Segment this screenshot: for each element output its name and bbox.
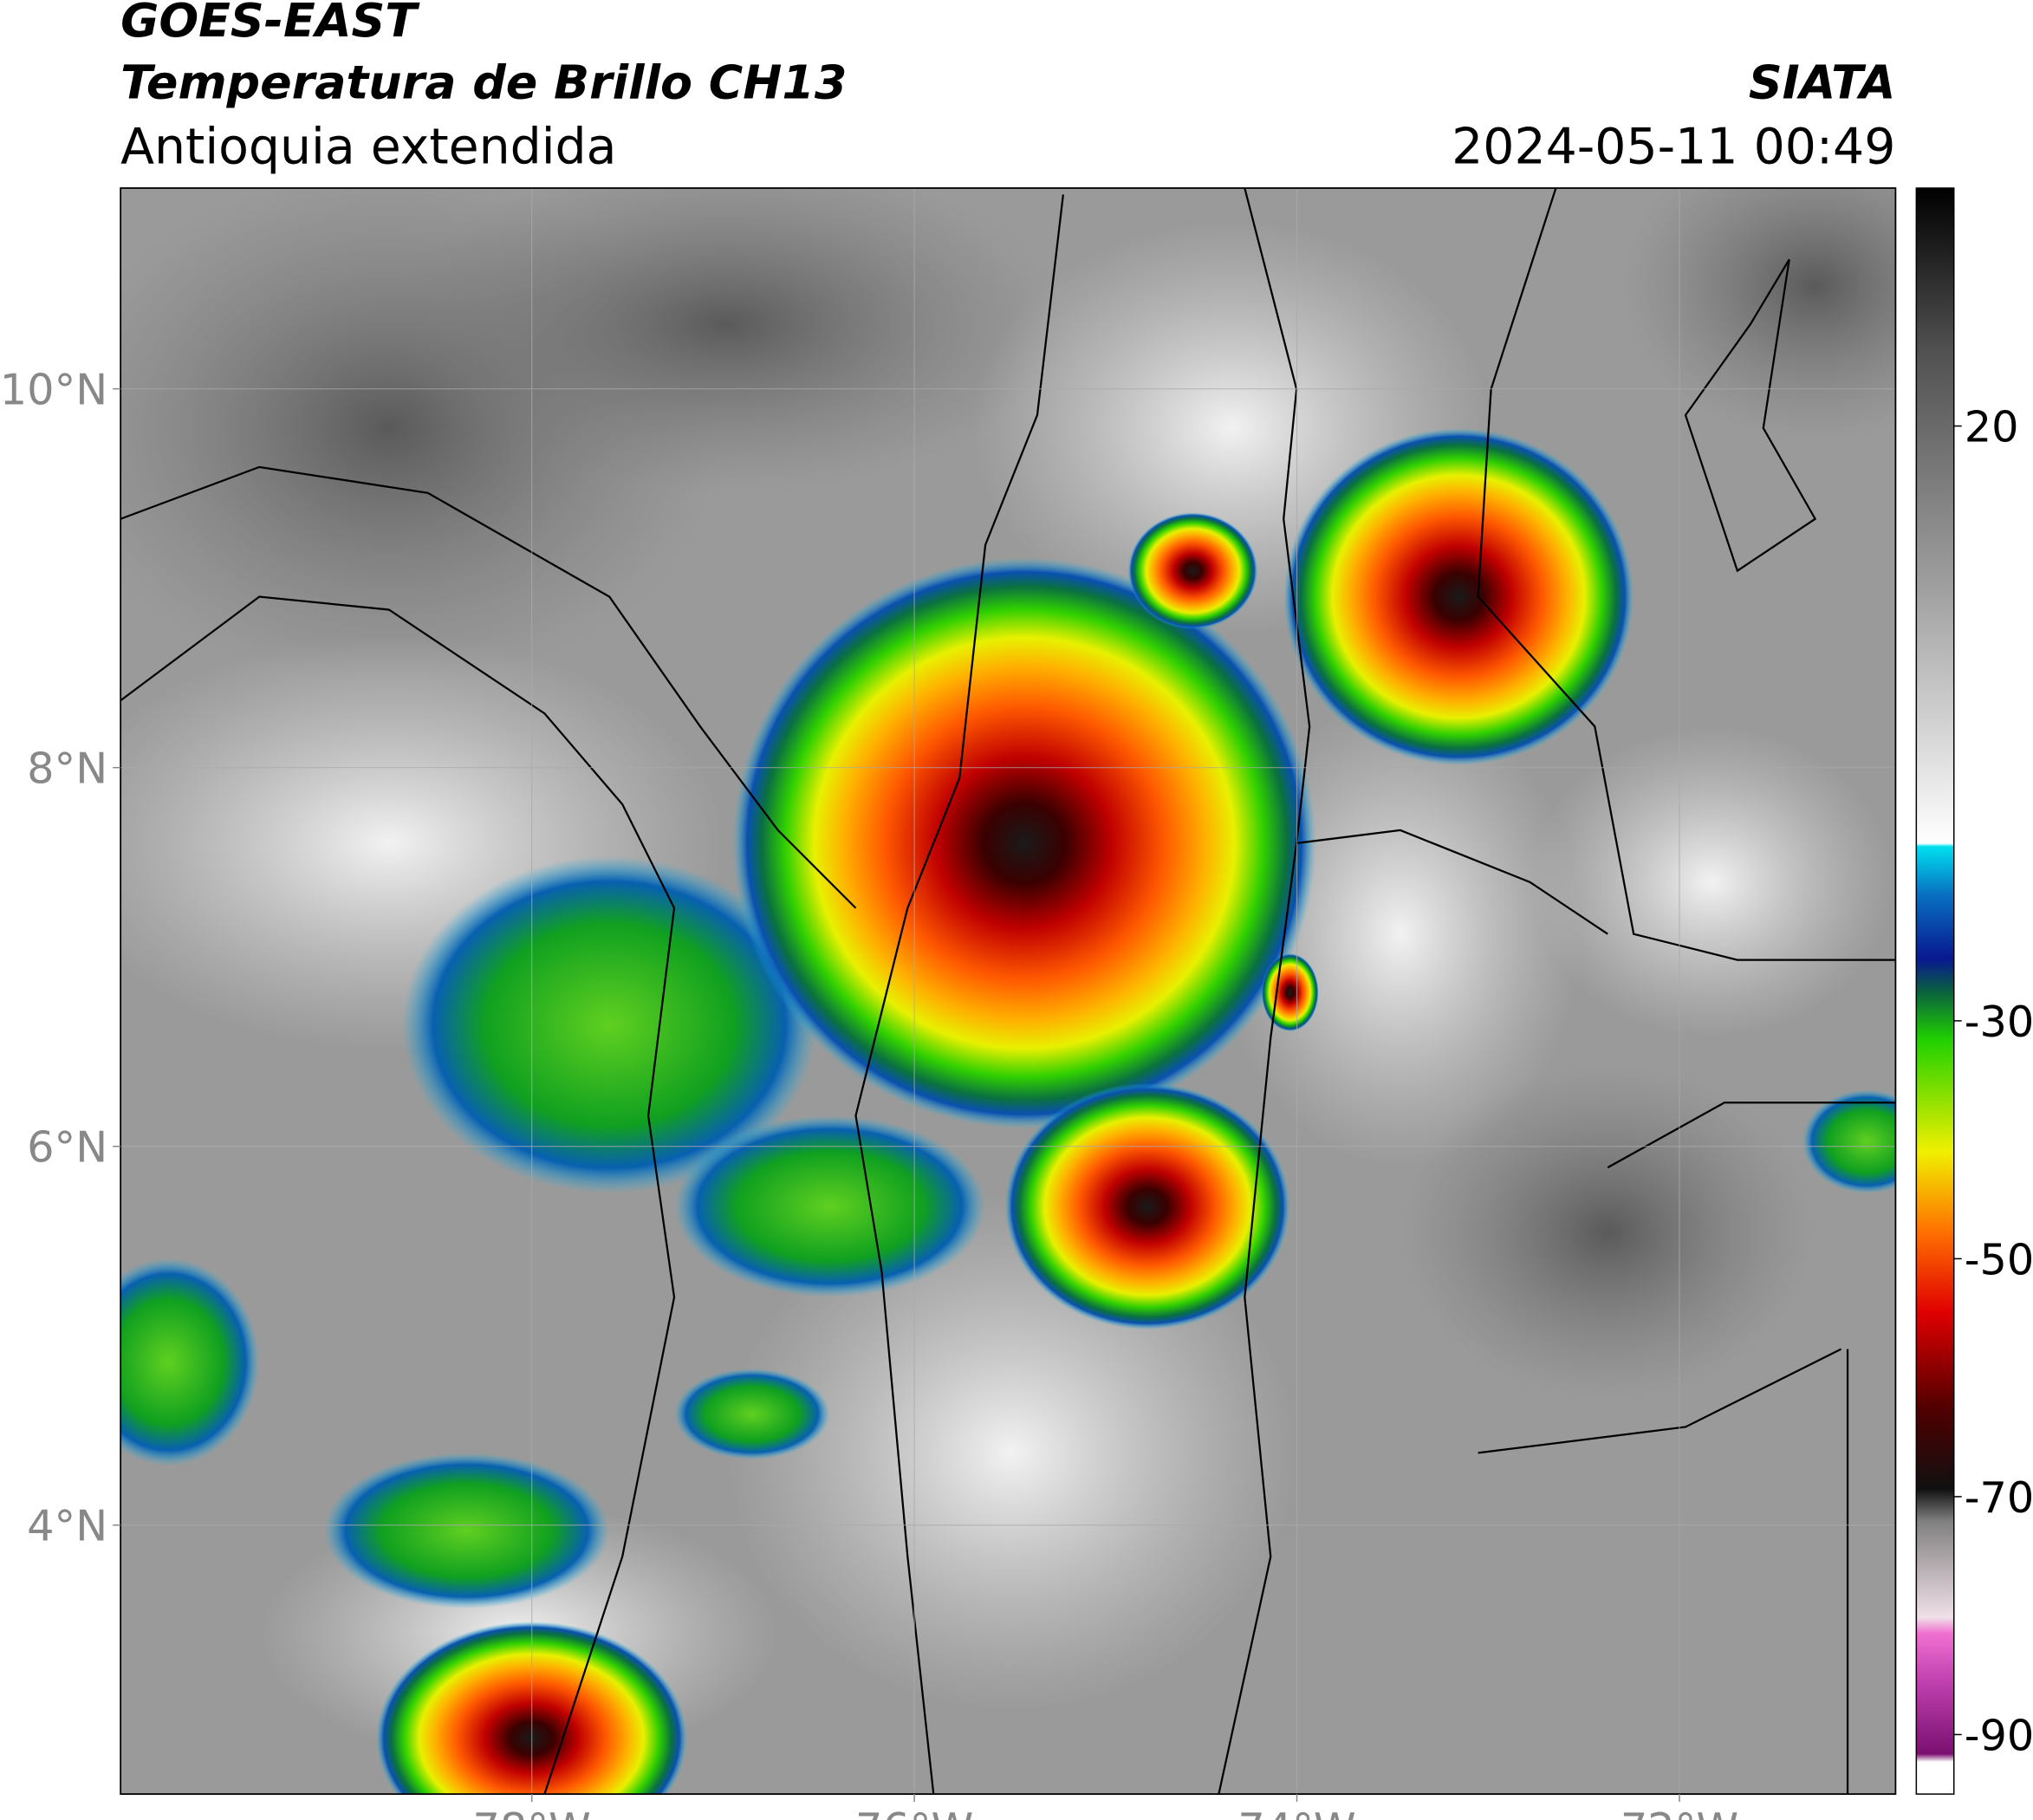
y-tick-label: 8°N xyxy=(27,744,107,794)
x-tick-label: 76°W xyxy=(855,1804,973,1820)
region: Antioquia extendida xyxy=(120,119,616,176)
x-tick-label: 74°W xyxy=(1237,1804,1355,1820)
title: GOES-EAST xyxy=(120,0,420,48)
colorbar-tick-label: -50 xyxy=(1965,1234,2033,1284)
source: SIATA xyxy=(1749,55,1896,110)
colorbar-tick-label: -90 xyxy=(1965,1710,2033,1760)
x-tick-label: 72°W xyxy=(1621,1804,1738,1820)
y-tick-label: 10°N xyxy=(0,365,107,415)
x-tick-label: 78°W xyxy=(473,1804,591,1820)
map-frame xyxy=(120,187,1897,1795)
imagery xyxy=(120,188,1896,1795)
y-tick-label: 4°N xyxy=(27,1501,107,1551)
y-tick-label: 6°N xyxy=(27,1122,107,1173)
colorbar xyxy=(1915,187,1955,1795)
colorbar-tick-label: 20 xyxy=(1965,402,2019,452)
datetime: 2024-05-11 00:49 xyxy=(1452,119,1895,176)
subtitle: Temperatura de Brillo CH13 xyxy=(120,55,847,110)
colorbar-tick-label: -70 xyxy=(1965,1472,2033,1523)
grid xyxy=(120,188,1896,1795)
colorbar-tick-label: -30 xyxy=(1965,997,2033,1047)
